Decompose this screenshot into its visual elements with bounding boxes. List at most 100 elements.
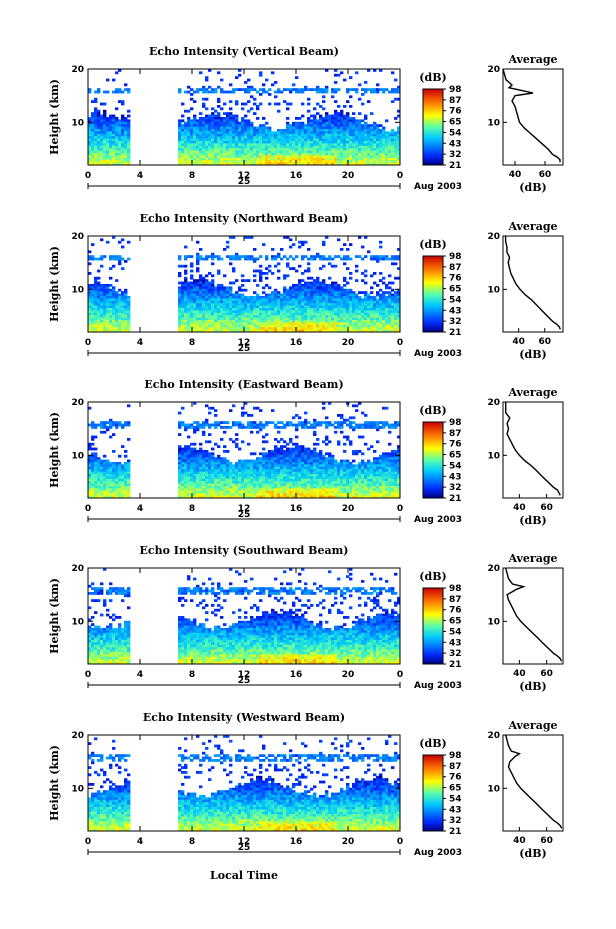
heatmap-cell: [382, 308, 386, 311]
heatmap-cell: [214, 483, 218, 487]
profile-y-tick-label: 10: [487, 285, 500, 295]
heatmap-cell: [235, 495, 239, 498]
heatmap-cell: [97, 88, 101, 91]
heatmap-cell: [124, 495, 128, 498]
heatmap-cell: [352, 126, 356, 130]
heatmap-cell: [193, 428, 197, 432]
heatmap-cell: [301, 308, 305, 311]
heatmap-cell: [325, 257, 329, 261]
heatmap-cell: [106, 488, 110, 492]
heatmap-cell: [298, 138, 302, 142]
heatmap-cell: [106, 148, 110, 151]
heatmap-cell: [127, 296, 131, 299]
heatmap-cell: [103, 495, 107, 498]
heatmap-cell: [190, 305, 194, 309]
heatmap-cell: [388, 143, 392, 147]
heatmap-cell: [118, 150, 122, 154]
heatmap-cell: [184, 141, 188, 144]
heatmap-cell: [223, 315, 227, 318]
heatmap-cell: [370, 143, 374, 147]
heatmap-cell: [112, 236, 116, 239]
heatmap-cell: [127, 317, 131, 321]
heatmap-cell: [361, 138, 365, 142]
heatmap-cell: [184, 450, 188, 453]
heatmap-cell: [331, 310, 335, 314]
heatmap-cell: [100, 481, 104, 484]
heatmap-cell: [376, 300, 380, 304]
heatmap-cell: [190, 450, 194, 453]
heatmap-cell: [379, 312, 383, 316]
heatmap-cell: [292, 162, 296, 165]
heatmap-cell: [121, 303, 125, 306]
heatmap-cell: [106, 296, 110, 299]
heatmap-cell: [187, 303, 191, 306]
heatmap-cell: [112, 153, 116, 156]
heatmap-cell: [124, 150, 128, 154]
heatmap-cell: [199, 305, 203, 309]
heatmap-cell: [223, 322, 227, 326]
heatmap-cell: [91, 327, 95, 330]
heatmap-cell: [268, 312, 272, 316]
heatmap-cell: [91, 141, 95, 144]
heatmap-cell: [244, 133, 248, 137]
heatmap-cell: [301, 136, 305, 139]
heatmap-cell: [316, 291, 320, 294]
heatmap-cell: [91, 308, 95, 311]
heatmap-cell: [379, 272, 383, 275]
heatmap-cell: [241, 493, 245, 496]
heatmap-cell: [316, 136, 320, 139]
heatmap-cell: [361, 155, 365, 159]
heatmap-cell: [301, 126, 305, 130]
heatmap-cell: [220, 150, 224, 154]
heatmap-cell: [292, 243, 296, 246]
heatmap-cell: [289, 102, 293, 106]
heatmap-cell: [226, 298, 230, 302]
heatmap-cell: [310, 136, 314, 139]
heatmap-cell: [106, 291, 110, 294]
heatmap-cell: [280, 315, 284, 318]
heatmap-cell: [328, 129, 332, 132]
heatmap-cell: [217, 315, 221, 318]
heatmap-cell: [295, 296, 299, 299]
heatmap-cells: [88, 69, 400, 165]
heatmap-cell: [205, 483, 209, 487]
heatmap-cell: [220, 286, 224, 290]
heatmap-cell: [202, 495, 206, 498]
heatmap-cell: [355, 90, 359, 94]
heatmap-cell: [127, 329, 131, 332]
heatmap-cell: [265, 131, 269, 135]
heatmap-cell: [112, 471, 116, 475]
heatmap-cell: [127, 133, 131, 137]
heatmap-cell: [268, 131, 272, 135]
heatmap-cell: [241, 466, 245, 470]
heatmap-cell: [238, 310, 242, 314]
heatmap-cell: [262, 155, 266, 159]
heatmap-cell: [229, 322, 233, 326]
heatmap-cell: [205, 450, 209, 453]
heatmap-cell: [187, 447, 191, 451]
heatmap-cell: [307, 291, 311, 294]
heatmap-cell: [376, 317, 380, 321]
heatmap-cell: [268, 88, 272, 91]
heatmap-cell: [247, 90, 251, 94]
heatmap-cell: [394, 329, 398, 332]
heatmap-cell: [109, 284, 113, 287]
heatmap-cell: [241, 129, 245, 132]
heatmap-cell: [370, 317, 374, 321]
heatmap-cell: [391, 303, 395, 306]
heatmap-cell: [211, 320, 215, 323]
heatmap-cell: [208, 155, 212, 159]
heatmap-cell: [346, 293, 350, 297]
heatmap-cell: [115, 71, 119, 75]
heatmap-cell: [217, 329, 221, 332]
heatmap-cell: [232, 483, 236, 487]
heatmap-cell: [208, 423, 212, 427]
heatmap-cell: [214, 324, 218, 328]
heatmap-cell: [361, 327, 365, 330]
heatmap-cell: [100, 490, 104, 494]
heatmap-cell: [325, 303, 329, 306]
heatmap-cell: [229, 329, 233, 332]
heatmap-cell: [247, 131, 251, 135]
heatmap-cell: [331, 124, 335, 127]
heatmap-cell: [238, 305, 242, 309]
